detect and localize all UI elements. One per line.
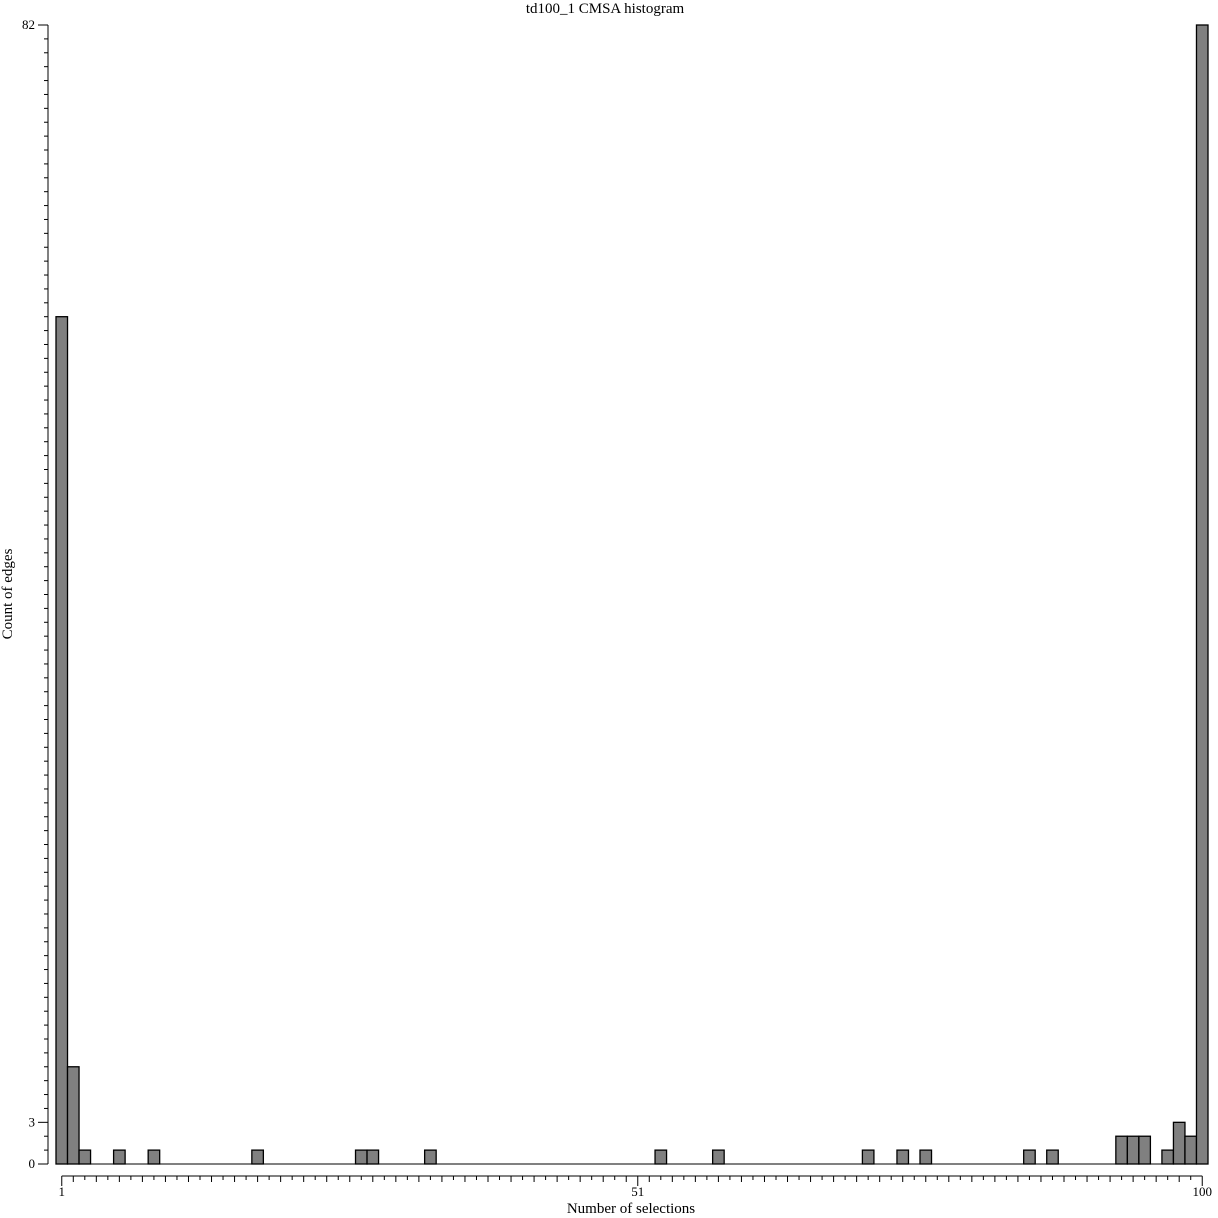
bar-9 <box>147 1149 161 1165</box>
y-axis-label: Count of edges <box>0 548 16 639</box>
y-tick-label-0: 0 <box>29 1156 36 1171</box>
bar-97 <box>1161 1149 1175 1165</box>
bar-1 <box>55 316 69 1165</box>
x-tick-label-1: 1 <box>59 1184 66 1199</box>
bar-74 <box>896 1149 910 1165</box>
y-tick-label-3: 3 <box>29 1114 36 1129</box>
bar-6 <box>112 1149 126 1165</box>
y-tick-label-82: 82 <box>22 17 35 32</box>
bar-87 <box>1046 1149 1059 1165</box>
bar-71 <box>861 1149 875 1165</box>
bar-18 <box>251 1149 265 1165</box>
bar-95 <box>1138 1135 1152 1165</box>
bar-27 <box>354 1149 368 1165</box>
bar-94 <box>1126 1135 1140 1165</box>
bar-28 <box>366 1149 380 1165</box>
bar-53 <box>654 1149 668 1165</box>
bar-98 <box>1172 1121 1186 1165</box>
x-axis-label: Number of selections <box>567 1201 695 1217</box>
bar-2 <box>66 1066 80 1165</box>
bar-85 <box>1023 1149 1036 1165</box>
bar-33 <box>423 1149 437 1165</box>
x-tick-label-100: 100 <box>1192 1184 1212 1199</box>
x-tick-label-51: 51 <box>631 1184 644 1199</box>
bar-58 <box>711 1149 725 1165</box>
bar-93 <box>1115 1135 1129 1165</box>
bar-100 <box>1195 24 1209 1165</box>
axes-group: 0 3 82 1 51 100 <box>22 17 1212 1199</box>
chart-title: td100_1 CMSA histogram <box>526 1 685 17</box>
bar-76 <box>919 1149 933 1165</box>
bars-group <box>55 24 1209 1165</box>
bar-99 <box>1184 1135 1198 1165</box>
bar-3 <box>78 1149 92 1165</box>
